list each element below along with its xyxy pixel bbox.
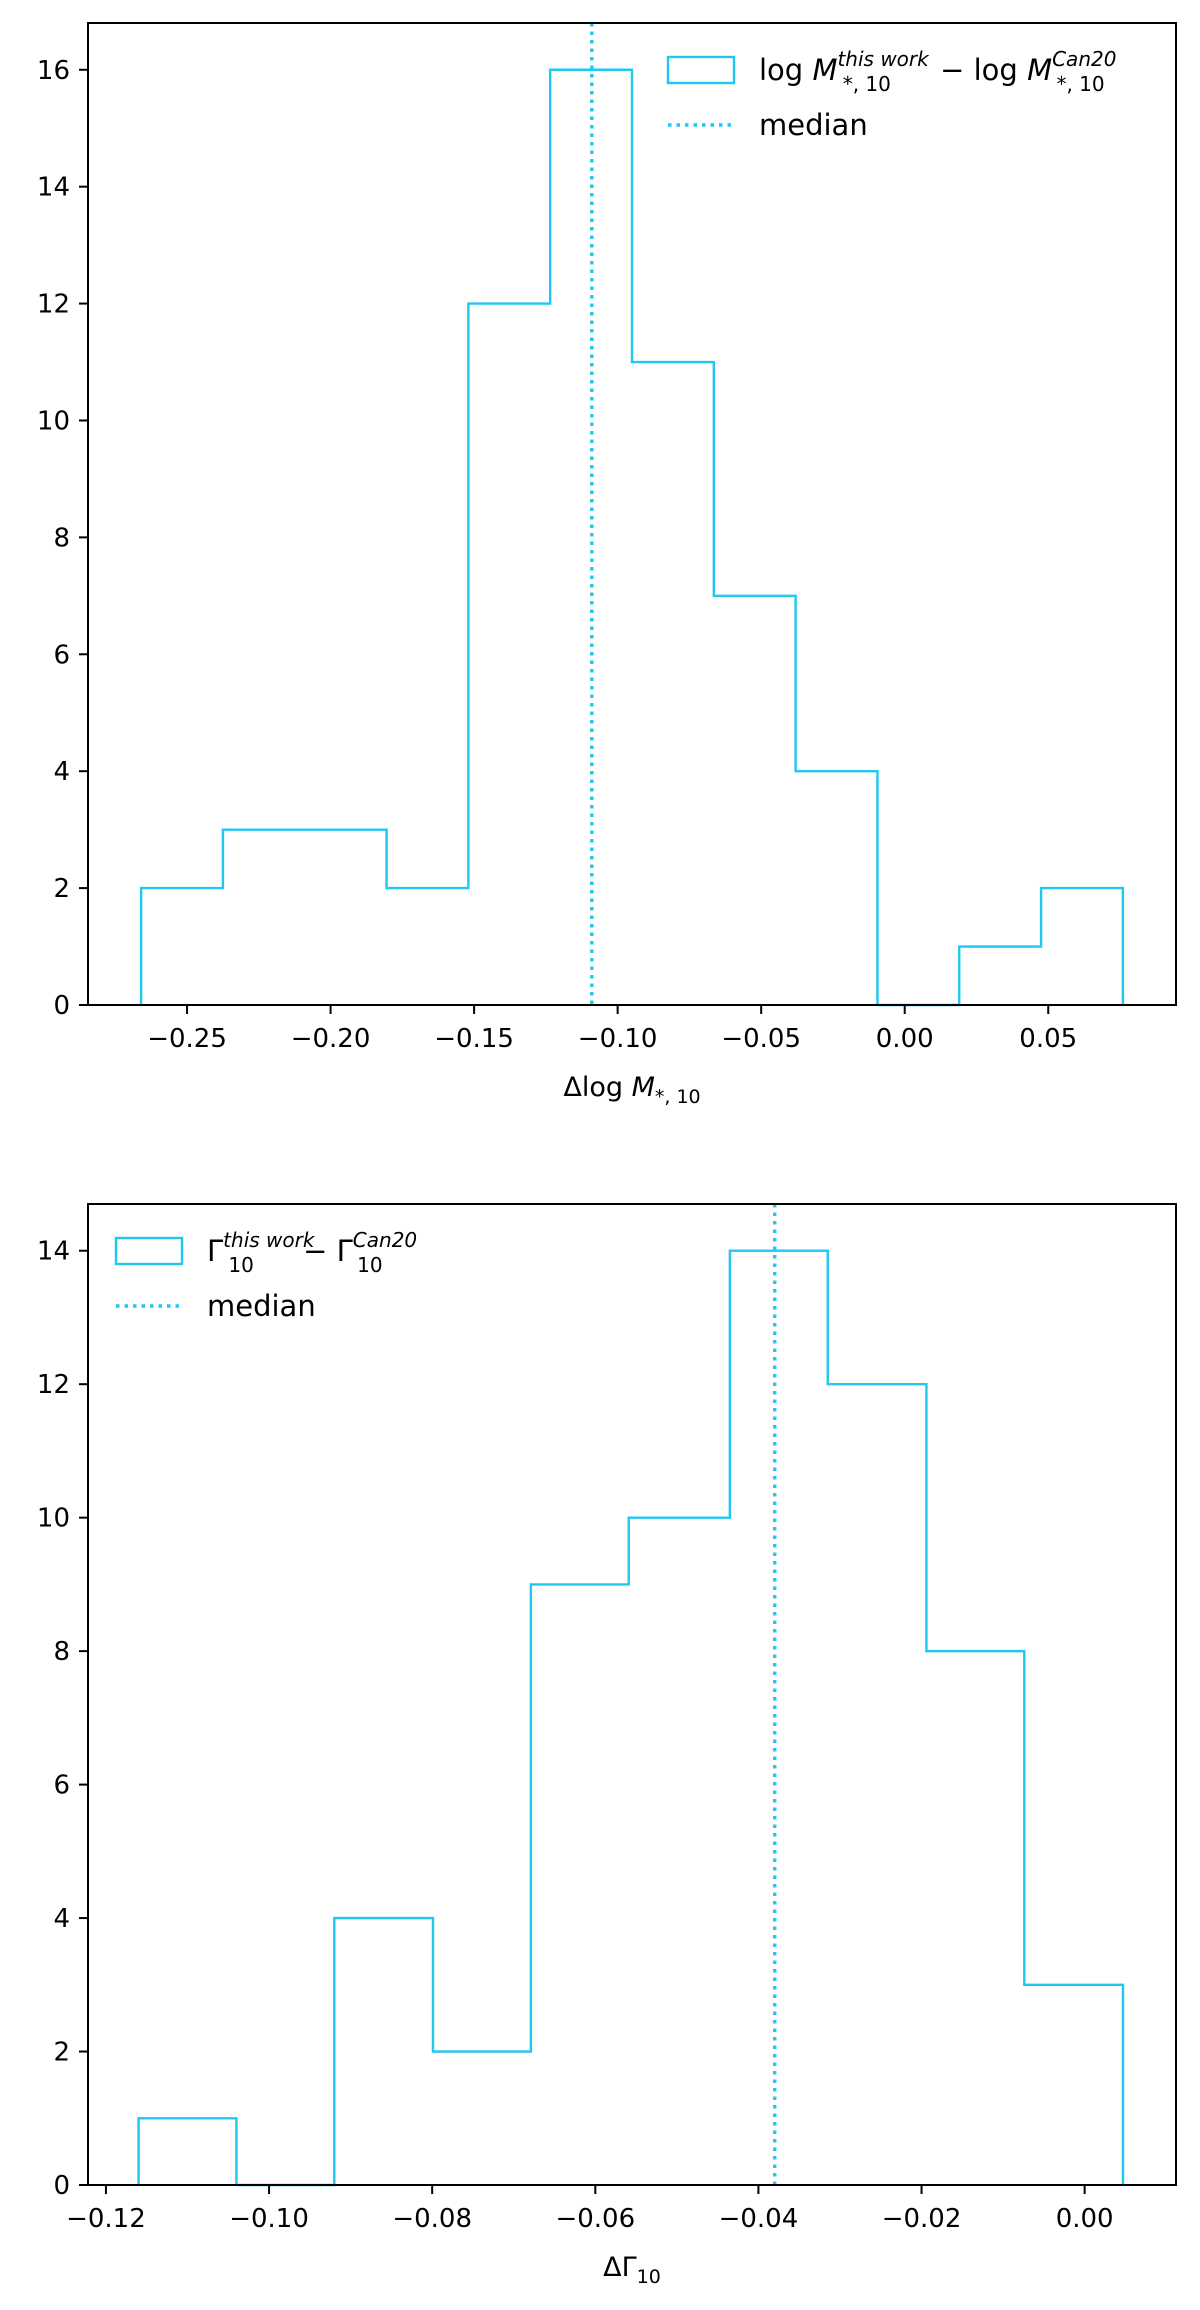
legend-median-label: median	[759, 108, 868, 142]
x-tick-label: −0.02	[882, 2204, 962, 2234]
histogram-bar	[1041, 888, 1123, 1005]
x-tick-label: −0.05	[721, 1024, 801, 1054]
y-tick-label: 8	[53, 523, 70, 553]
y-tick-label: 10	[37, 406, 70, 436]
y-tick-label: 0	[53, 991, 70, 1021]
histogram-outline	[137, 1249, 1125, 2187]
x-tick-label: −0.04	[719, 2204, 799, 2234]
histogram-bar	[730, 1251, 828, 2185]
legend: log Mthis work *, 10 − log MCan20 *, 10 med…	[666, 47, 1116, 142]
histogram-bar	[387, 888, 469, 1005]
x-tick-label: −0.10	[229, 2204, 309, 2234]
y-tick-label: 10	[37, 1504, 70, 1534]
y-tick-label: 6	[53, 640, 70, 670]
y-tick-label: 12	[37, 1370, 70, 1400]
histogram-bar	[1024, 1985, 1123, 2185]
histogram-bar	[828, 1384, 927, 2185]
histogram-outline	[139, 68, 1125, 1007]
legend-series-label: log Mthis work *, 10 − log MCan20 *, 10	[759, 47, 1116, 96]
y-tick-label: 4	[53, 1904, 70, 1934]
y-tick-label: 2	[53, 2038, 70, 2068]
x-tick-label: 0.00	[876, 1024, 934, 1054]
plot-frame	[87, 22, 1177, 1006]
histogram-bar	[629, 1518, 730, 2185]
x-tick-label: −0.25	[147, 1024, 227, 1054]
histogram-bar	[632, 362, 714, 1005]
x-tick-label: −0.08	[392, 2204, 472, 2234]
histogram-bar	[796, 771, 878, 1005]
histogram-bar	[139, 2118, 237, 2185]
y-tick-label: 0	[53, 2171, 70, 2201]
histogram-bar	[468, 304, 550, 1005]
histogram-bar	[714, 596, 796, 1005]
legend-median-label: median	[207, 1289, 316, 1323]
histogram-bar	[926, 1651, 1024, 2185]
x-tick-label: −0.15	[434, 1024, 514, 1054]
legend-series-label: Γthis work 10 − ΓCan20 10	[207, 1228, 417, 1277]
legend-series-swatch	[666, 55, 736, 85]
histogram-panel-1: −0.25 −0.20 −0.15 −0.10 −0.05 0.00 0.05 0 2 4 6 8 10…	[37, 22, 1177, 1108]
plot-frame	[87, 1203, 1177, 2186]
y-tick-label: 6	[53, 1771, 70, 1801]
histogram-bar	[531, 1584, 629, 2185]
x-axis-label: ΔΓ10	[603, 2252, 661, 2288]
x-axis-label: Δlog M*, 10	[563, 1072, 700, 1108]
y-tick-label: 14	[37, 173, 70, 203]
legend-series-swatch	[114, 1236, 184, 1266]
x-tick-label: −0.20	[291, 1024, 371, 1054]
histogram-bar	[433, 2052, 531, 2185]
x-tick-label: 0.05	[1019, 1024, 1077, 1054]
histogram-panel-2: −0.12 −0.10 −0.08 −0.06 −0.04 −0.02 0.00 0 2 4 6 8 1…	[37, 1203, 1177, 2288]
histogram-bar	[334, 1918, 433, 2185]
y-tick-label: 4	[53, 757, 70, 787]
histogram-bar	[959, 947, 1041, 1005]
x-tick-label: 0.00	[1056, 2204, 1114, 2234]
y-tick-label: 12	[37, 290, 70, 320]
y-tick-label: 14	[37, 1237, 70, 1267]
y-tick-label: 8	[53, 1637, 70, 1667]
y-tick-label: 2	[53, 874, 70, 904]
histogram-bar	[141, 888, 223, 1005]
y-tick-label: 16	[37, 56, 70, 86]
histogram-bar	[223, 830, 305, 1005]
x-tick-label: −0.06	[555, 2204, 635, 2234]
x-tick-label: −0.10	[578, 1024, 658, 1054]
legend: Γthis work 10 − ΓCan20 10 median	[114, 1228, 417, 1323]
histogram-bar	[305, 830, 387, 1005]
x-tick-label: −0.12	[66, 2204, 146, 2234]
